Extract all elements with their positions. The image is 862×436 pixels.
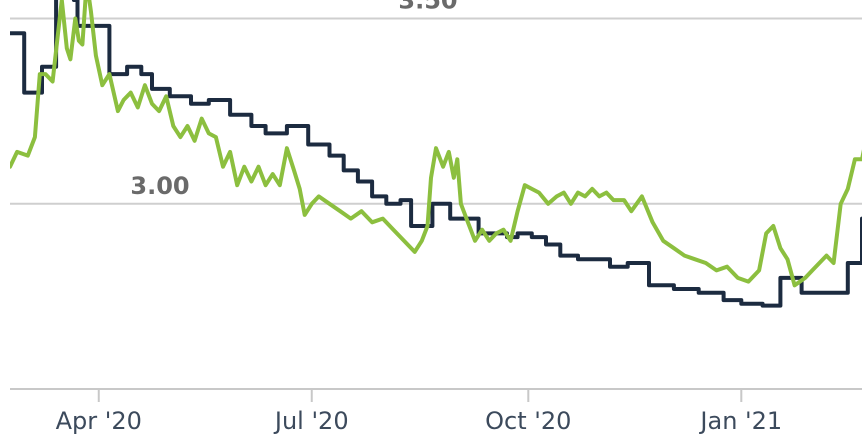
- x-tick-label: Jan '21: [698, 407, 782, 435]
- x-axis-ticks: [97, 389, 743, 402]
- series-line-1: [10, 0, 862, 308]
- series-line-2: [10, 0, 862, 288]
- y-tick-label: 3.50: [398, 0, 457, 15]
- y-axis-labels: 3.50 3.00: [130, 0, 457, 200]
- x-tick-label: Oct '20: [485, 407, 571, 435]
- series-lines: [10, 0, 862, 308]
- x-tick-label: Apr '20: [56, 407, 142, 435]
- y-tick-label: 3.00: [130, 172, 189, 200]
- x-tick-label: Jul '20: [273, 407, 349, 435]
- x-axis-labels: Apr '20 Jul '20 Oct '20 Jan '21: [56, 407, 783, 435]
